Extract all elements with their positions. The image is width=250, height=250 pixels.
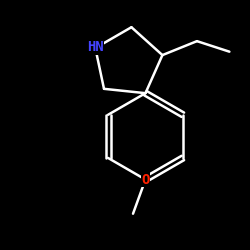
Text: HN: HN xyxy=(87,40,104,54)
Text: O: O xyxy=(141,172,150,186)
